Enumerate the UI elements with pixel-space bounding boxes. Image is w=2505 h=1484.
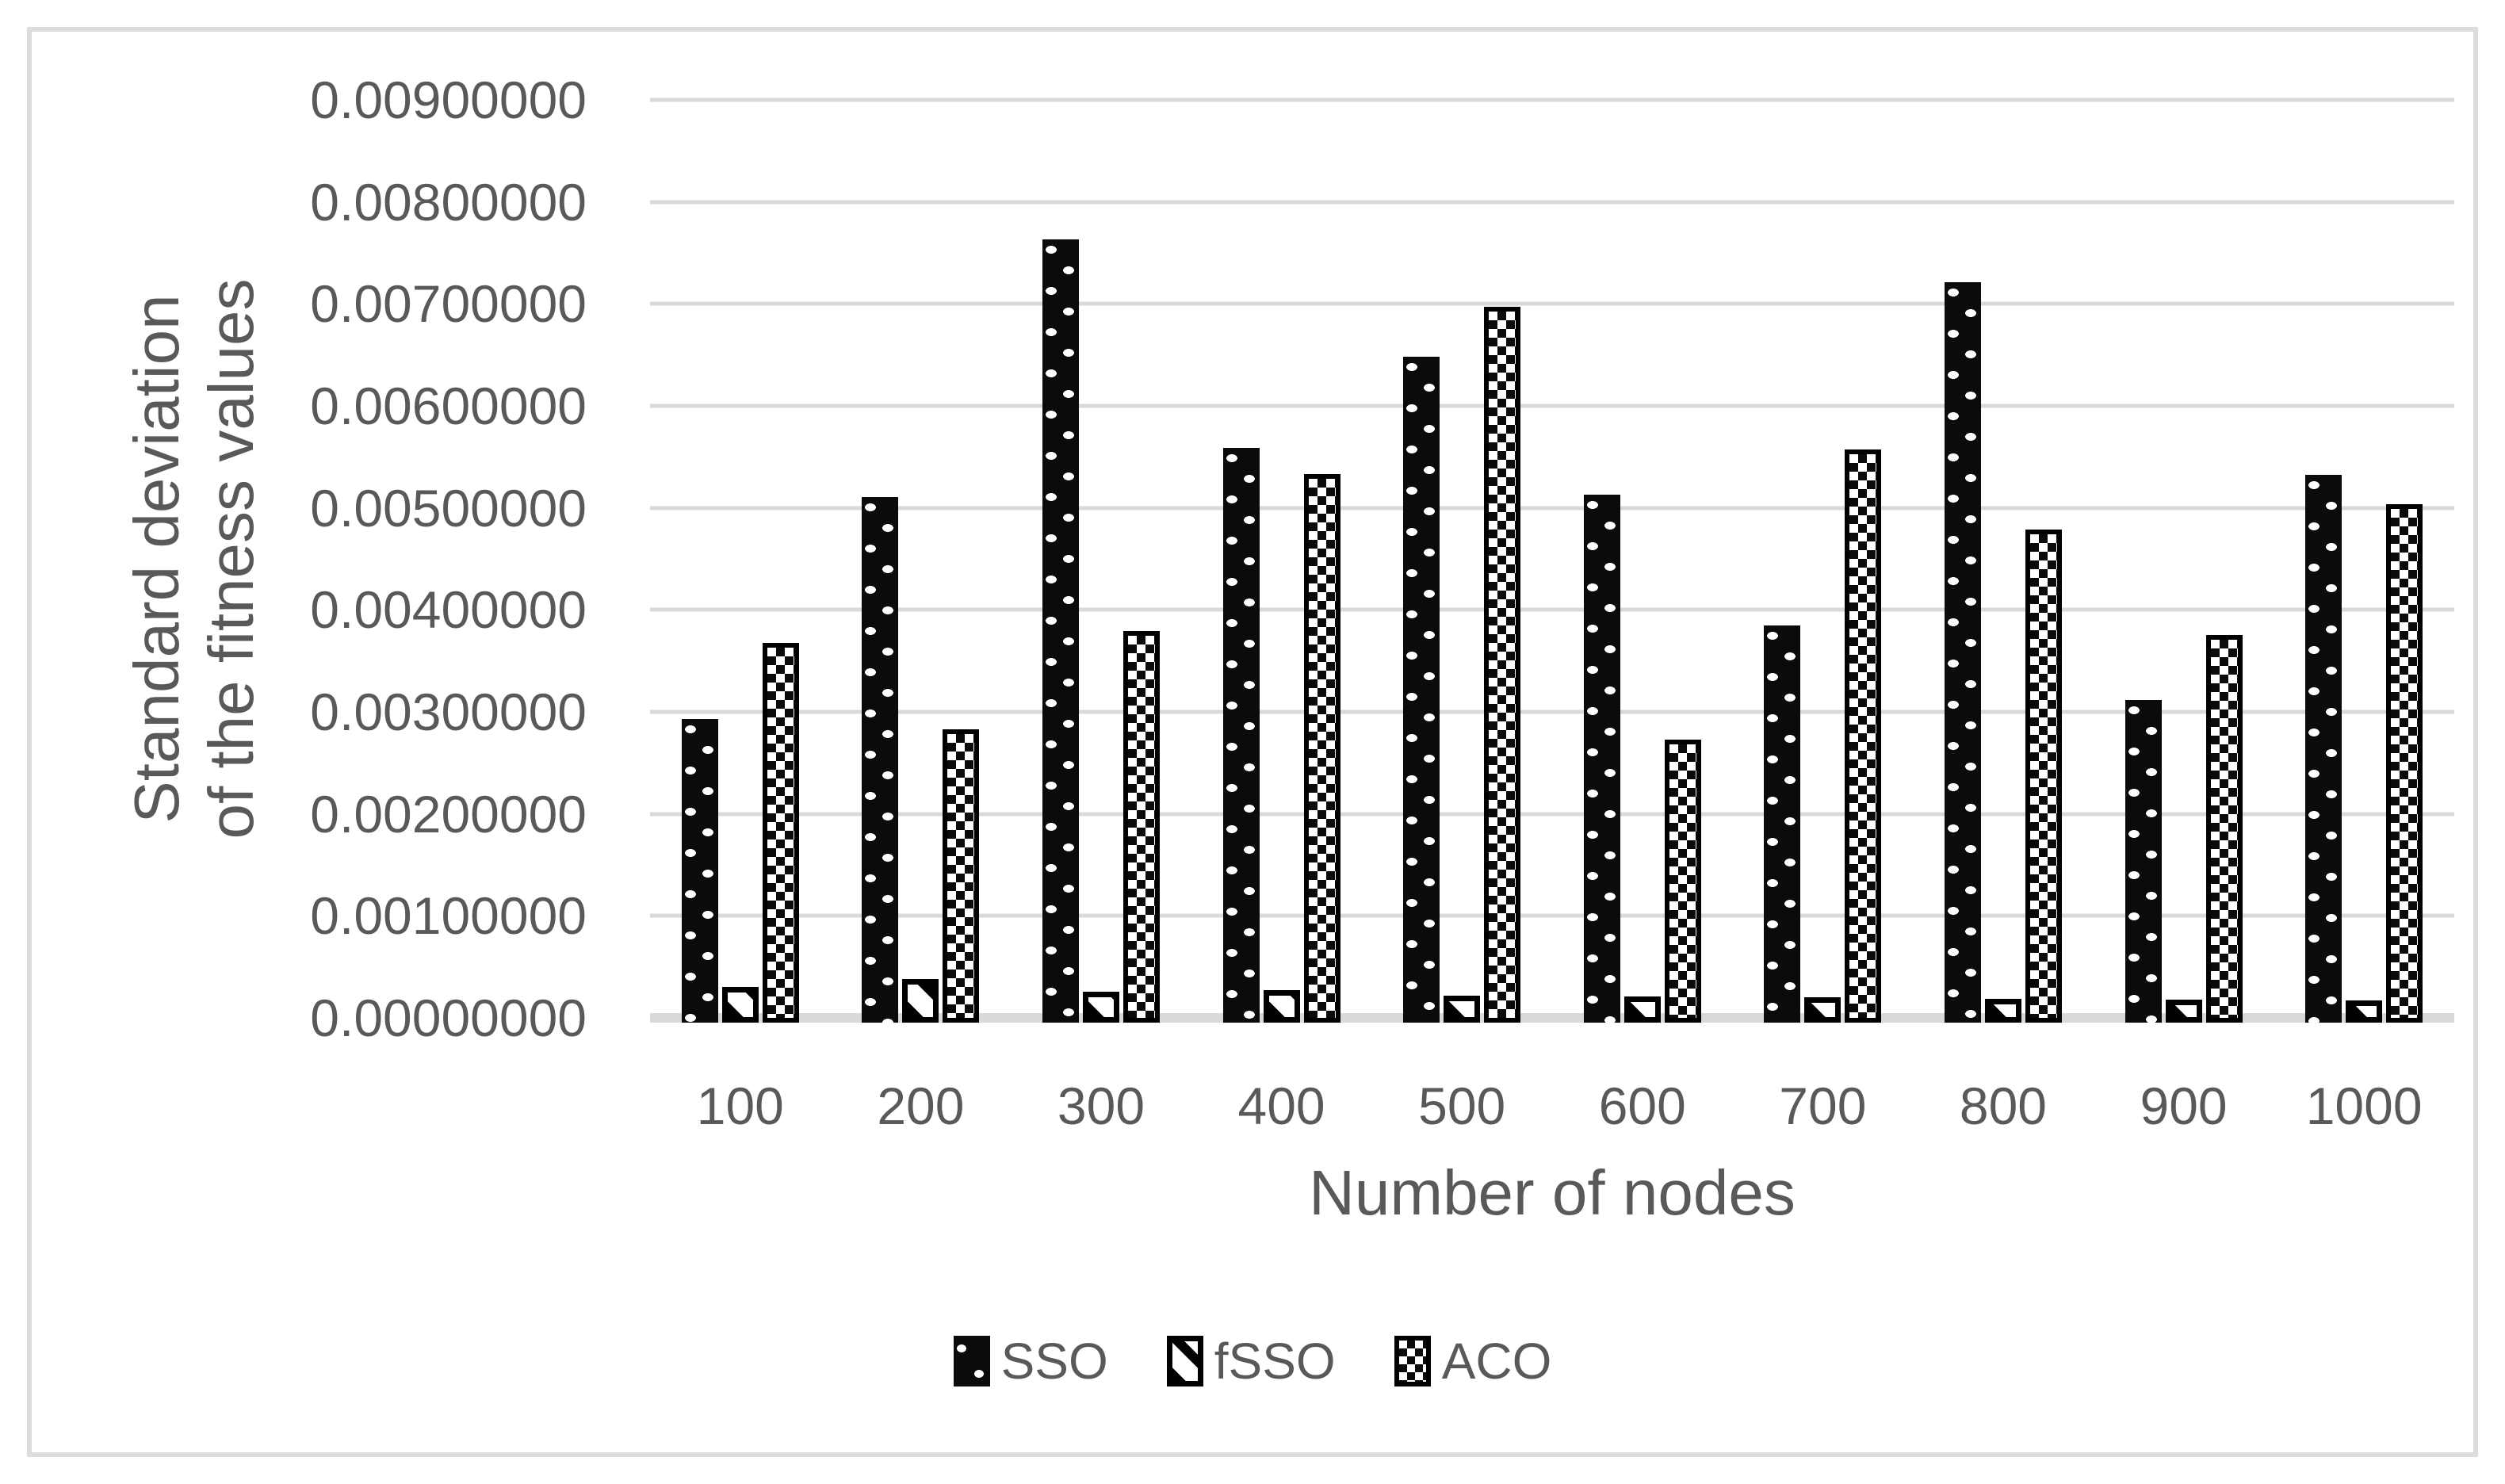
sso-bar-800 [1944,282,1981,1023]
gridline [650,200,2454,205]
x-axis-title: Number of nodes [1309,1157,1796,1228]
fsso-bar-800 [1984,999,2021,1023]
legend-label-aco: ACO [1441,1333,1552,1390]
bar-group-500 [1371,100,1552,1023]
y-tick-label: 0.00800000 [310,173,587,231]
sso-bar-200 [862,497,899,1023]
plot-area [650,98,2454,1023]
fsso-bar-500 [1444,996,1481,1023]
bar-group-1000 [2274,100,2454,1023]
gridline [650,607,2454,612]
sso-bar-900 [2124,700,2162,1023]
x-tick-label-600: 600 [1598,1077,1686,1135]
fsso-bar-600 [1623,996,1661,1023]
gridline [650,98,2454,102]
sso-bar-100 [681,719,718,1023]
legend-item-fsso: fSSO [1166,1332,1336,1390]
aco-bar-100 [762,643,799,1023]
gridline [650,301,2454,306]
y-tick-label: 0.00100000 [310,886,587,945]
aco-bar-900 [2205,635,2243,1023]
sso-bar-600 [1583,495,1620,1023]
aco-bar-400 [1303,474,1340,1023]
gridline [650,709,2454,714]
gridline [650,812,2454,817]
x-tick-label-300: 300 [1057,1077,1145,1135]
x-tick-label-1000: 1000 [2305,1077,2423,1135]
x-axis-tick-labels: 100 200 300 400 500 600 700 800 900 1000 [650,1078,2454,1134]
bar-group-700 [1733,100,1914,1023]
sso-bar-500 [1403,357,1440,1023]
legend-label-sso: SSO [1000,1333,1108,1390]
bar-group-200 [831,100,1012,1023]
aco-bar-300 [1122,631,1160,1023]
aco-bar-700 [1845,449,1882,1023]
gridline [650,913,2454,918]
fsso-bar-900 [2165,1000,2202,1023]
x-tick-label-200: 200 [877,1077,965,1135]
fsso-bar-200 [902,979,939,1023]
legend-item-sso: SSO [953,1332,1108,1390]
y-tick-label: 0.00700000 [310,274,587,333]
sso-bar-400 [1222,448,1260,1023]
y-tick-label: 0.00200000 [310,785,587,843]
x-tick-label-700: 700 [1779,1077,1867,1135]
fsso-bar-300 [1082,992,1119,1023]
sso-bar-700 [1764,625,1801,1023]
bar-groups [650,100,2454,1023]
y-tick-label: 0.00300000 [310,683,587,741]
aco-bar-600 [1664,740,1701,1023]
fsso-bar-100 [721,987,759,1023]
legend-swatch-sso-icon [953,1336,990,1386]
aco-bar-200 [943,729,980,1023]
y-tick-label: 0.00900000 [310,71,587,129]
y-tick-label: 0.00600000 [310,377,587,435]
fsso-bar-400 [1263,990,1300,1023]
fsso-bar-700 [1804,997,1841,1023]
legend-label-fsso: fSSO [1214,1333,1336,1390]
fsso-bar-1000 [2346,1000,2383,1023]
sso-bar-1000 [2305,475,2342,1023]
legend: SSO fSSO ACO [0,1332,2505,1390]
legend-item-aco: ACO [1394,1332,1552,1390]
y-axis-tick-labels: 0.00900000 0.00800000 0.00700000 0.00600000… [0,74,587,1044]
bar-group-900 [2094,100,2274,1023]
y-tick-label: 0.00000000 [310,989,587,1047]
gridline [650,506,2454,511]
sso-bar-300 [1042,239,1079,1023]
x-tick-label-100: 100 [696,1077,784,1135]
x-tick-label-900: 900 [2140,1077,2228,1135]
y-tick-label: 0.00400000 [310,580,587,639]
legend-swatch-aco-icon [1394,1336,1431,1386]
x-tick-label-400: 400 [1237,1077,1325,1135]
x-tick-label-500: 500 [1418,1077,1506,1135]
bar-group-800 [1913,100,2094,1023]
bar-group-100 [650,100,831,1023]
bar-group-600 [1552,100,1733,1023]
gridline [650,404,2454,408]
bar-group-400 [1191,100,1372,1023]
bar-group-300 [1011,100,1191,1023]
aco-bar-500 [1484,307,1521,1023]
x-tick-label-800: 800 [1959,1077,2048,1135]
y-tick-label: 0.00500000 [310,479,587,537]
aco-bar-1000 [2386,504,2423,1023]
legend-swatch-fsso-icon [1166,1336,1203,1386]
aco-bar-800 [2025,530,2062,1023]
